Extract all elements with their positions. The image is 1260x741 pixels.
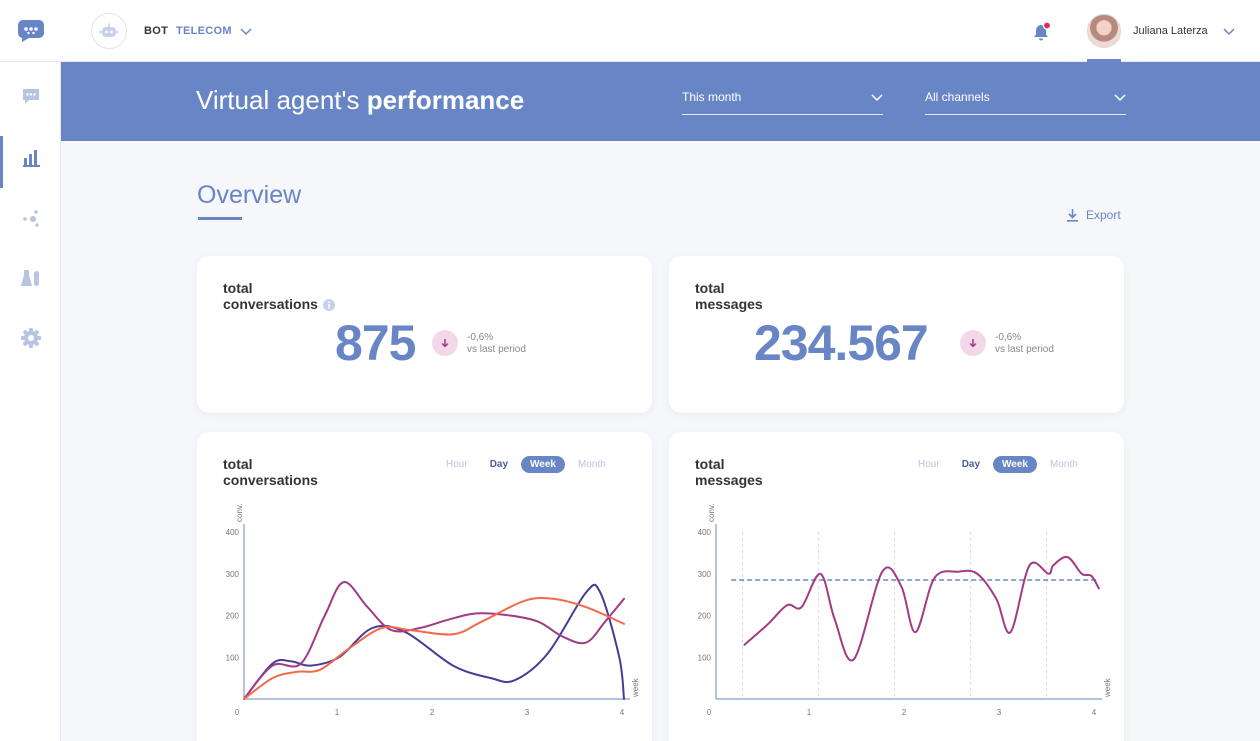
bot-label[interactable]: BOT [144, 25, 169, 37]
sidebar-item-settings[interactable] [0, 312, 61, 364]
bar-chart-icon [22, 150, 40, 167]
y-tick-label: 100 [698, 653, 712, 662]
bot-avatar[interactable] [91, 13, 127, 49]
export-button[interactable]: Export [1066, 206, 1121, 224]
x-axis-label: week [1103, 677, 1112, 698]
trend-text: -0,6% vs last period [467, 332, 526, 355]
series-line-3 [243, 597, 625, 700]
y-tick-label: 200 [226, 612, 240, 621]
network-icon [22, 210, 39, 227]
sidebar-active-indicator [0, 136, 3, 188]
y-tick-label: 400 [698, 528, 712, 537]
export-label: Export [1086, 208, 1121, 222]
line-chart-conversations: 100 200 300 400 0 1 2 3 4 conv. week [226, 503, 640, 717]
stat-value: 234.567 [754, 315, 929, 371]
channel-select[interactable]: All channels [925, 86, 1126, 115]
y-tick-label: 300 [698, 570, 712, 579]
sidebar-item-analytics[interactable] [0, 132, 61, 184]
chevron-down-icon [871, 94, 883, 102]
chart-title: total messages [695, 456, 763, 488]
tab-month[interactable]: Month [1050, 459, 1078, 470]
x-tick-label: 3 [997, 708, 1002, 717]
sidebar-item-testing[interactable] [0, 252, 61, 304]
y-tick-label: 200 [698, 612, 712, 621]
y-tick-label: 100 [226, 653, 240, 662]
tab-month[interactable]: Month [578, 459, 606, 470]
x-tick-label: 2 [430, 708, 435, 717]
period-tabs: Hour Day Week Month [905, 456, 1087, 473]
user-name[interactable]: Juliana Laterza [1133, 25, 1208, 37]
x-tick-label: 0 [235, 708, 240, 717]
x-tick-label: 2 [902, 708, 907, 717]
stat-card-conversations: total conversations 875 -0,6% vs last pe… [197, 256, 652, 413]
sidebar-item-integrations[interactable] [0, 192, 61, 244]
tab-week[interactable]: Week [993, 456, 1037, 473]
robot-icon [99, 23, 119, 37]
x-tick-label: 4 [620, 708, 625, 717]
y-axis-label: conv. [707, 503, 716, 522]
trend-text: -0,6% vs last period [995, 332, 1054, 355]
x-tick-label: 1 [335, 708, 340, 717]
chat-icon [22, 89, 39, 104]
period-select-value: This month [682, 90, 742, 104]
period-select[interactable]: This month [682, 86, 883, 115]
x-tick-label: 0 [707, 708, 712, 717]
chevron-down-icon[interactable] [240, 26, 252, 36]
x-tick-label: 3 [525, 708, 530, 717]
period-tabs: Hour Day Week Month [433, 456, 615, 473]
flask-icon [20, 270, 39, 286]
chart-title: total conversations [223, 456, 318, 488]
y-axis-label: conv. [235, 503, 244, 522]
bot-company[interactable]: TELECOM [176, 25, 232, 37]
x-axis-label: week [631, 677, 640, 698]
bell-icon[interactable] [1029, 20, 1053, 44]
tab-hour[interactable]: Hour [446, 459, 468, 470]
chevron-down-icon[interactable] [1223, 26, 1235, 36]
y-tick-label: 400 [226, 528, 240, 537]
chevron-down-icon [1114, 94, 1126, 102]
tab-hour[interactable]: Hour [918, 459, 940, 470]
top-bar: BOT TELECOM Juliana Laterza [0, 0, 1260, 62]
channel-select-value: All channels [925, 90, 990, 104]
arrow-down-icon [441, 339, 449, 348]
download-icon [1067, 209, 1078, 222]
card-title: total conversations [223, 280, 335, 312]
tab-week[interactable]: Week [521, 456, 565, 473]
sidebar [0, 62, 61, 741]
tab-day[interactable]: Day [961, 459, 981, 470]
series-line-1 [243, 583, 625, 700]
tab-day[interactable]: Day [489, 459, 509, 470]
card-title: total messages [695, 280, 763, 312]
page-title: Virtual agent's performance [196, 85, 525, 115]
trend-indicator [960, 330, 986, 356]
stat-value: 875 [335, 315, 416, 371]
series-line-2 [243, 581, 625, 700]
chart-card-messages: total messages Hour Day Week Month 100 20… [669, 432, 1124, 741]
line-chart-messages: 100 200 300 400 0 1 2 3 4 conv. week [698, 503, 1112, 717]
arrow-down-icon [969, 339, 977, 348]
series-line-1 [743, 555, 1100, 662]
gear-icon [20, 328, 41, 348]
avatar-active-indicator [1087, 59, 1121, 62]
section-title: Overview [197, 181, 302, 209]
x-tick-label: 1 [807, 708, 812, 717]
x-tick-label: 4 [1092, 708, 1097, 717]
chart-card-conversations: total conversations Hour Day Week Month … [197, 432, 652, 741]
chat-bubble-logo-icon[interactable] [17, 19, 45, 43]
avatar[interactable] [1087, 14, 1121, 48]
section-title-underline [198, 217, 242, 220]
y-tick-label: 300 [226, 570, 240, 579]
stat-card-messages: total messages 234.567 -0,6% vs last per… [669, 256, 1124, 413]
info-icon[interactable] [322, 299, 335, 312]
sidebar-item-conversations[interactable] [0, 70, 61, 122]
trend-indicator [432, 330, 458, 356]
page-header-banner: Virtual agent's performance This month A… [61, 62, 1260, 141]
